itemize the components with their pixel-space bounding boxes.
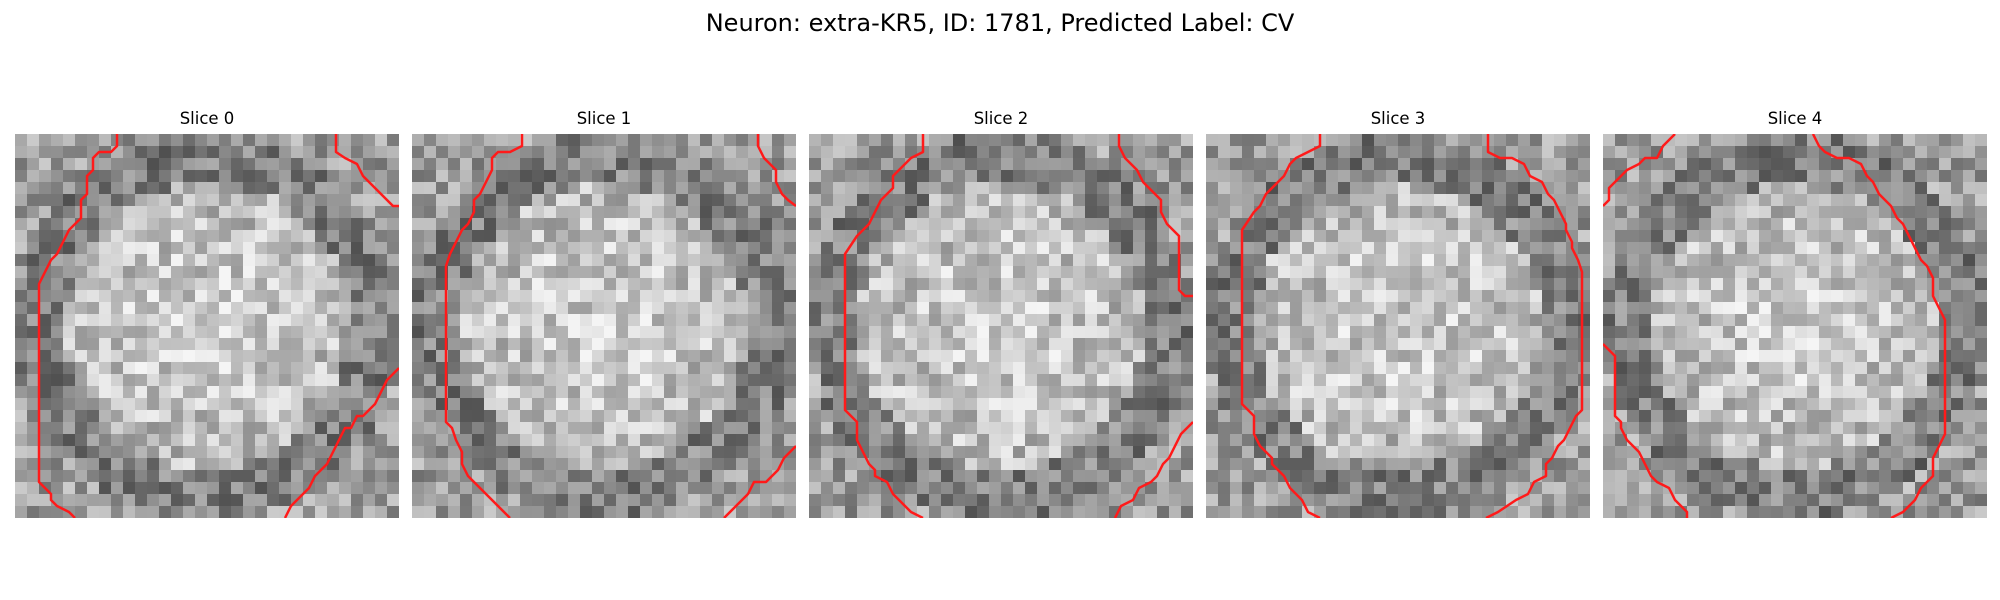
contour-line-0-1 <box>334 134 399 208</box>
contour-line-1-2 <box>723 445 796 518</box>
contour-line-4-0 <box>1603 134 1676 207</box>
contour-line-1-1 <box>756 134 796 207</box>
contour-line-3-1 <box>1485 134 1584 518</box>
slice-title-2: Slice 2 <box>973 109 1029 128</box>
contour-line-2-1 <box>1117 134 1193 298</box>
contour-line-2-2 <box>1113 421 1193 518</box>
slice-image-0 <box>15 134 399 518</box>
slice-title-4: Slice 4 <box>1767 109 1823 128</box>
contour-line-3-0 <box>1240 134 1322 518</box>
slice-image-3 <box>1206 134 1590 518</box>
contour-line-4-2 <box>1811 134 1947 518</box>
slice-title-1: Slice 1 <box>576 109 632 128</box>
contour-line-1-0 <box>444 134 524 518</box>
slice-panel-2: Slice 2 <box>809 108 1193 518</box>
slice-title-0: Slice 0 <box>179 109 235 128</box>
contour-line-0-2 <box>283 367 399 518</box>
slice-image-1 <box>412 134 796 518</box>
slice-title-3: Slice 3 <box>1370 109 1426 128</box>
figure-title: Neuron: extra-KR5, ID: 1781, Predicted L… <box>705 9 1295 37</box>
slice-image-2 <box>809 134 1193 518</box>
slice-panel-3: Slice 3 <box>1206 108 1590 518</box>
slice-panel-0: Slice 0 <box>15 108 399 518</box>
contour-line-0-0 <box>37 134 119 518</box>
slice-panel-1: Slice 1 <box>412 108 796 518</box>
contour-line-4-1 <box>1603 343 1689 518</box>
slice-panel-4: Slice 4 <box>1603 108 1987 518</box>
slice-image-4 <box>1603 134 1987 518</box>
contour-line-2-0 <box>843 134 925 518</box>
